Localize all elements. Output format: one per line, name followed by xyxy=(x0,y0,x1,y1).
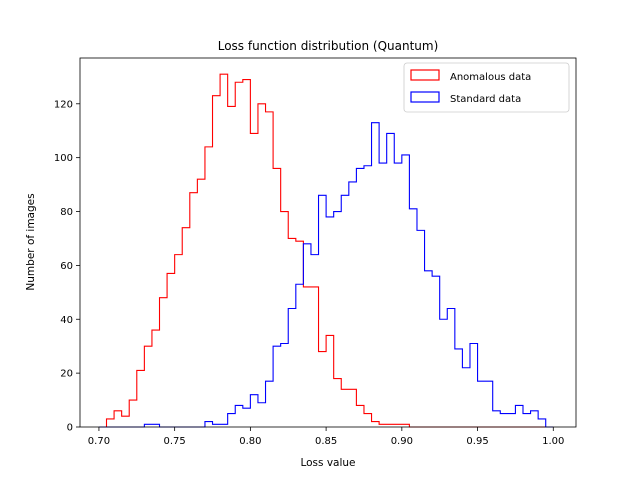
legend-swatch-standard xyxy=(410,91,440,103)
y-tick-label: 120 xyxy=(54,99,73,110)
plot-frame xyxy=(79,57,577,428)
y-tick-label: 0 xyxy=(67,423,73,434)
y-axis-label: Number of images xyxy=(25,193,37,290)
legend: Anomalous data Standard data xyxy=(403,62,570,113)
y-tick-label: 40 xyxy=(60,315,73,326)
legend-label-standard: Standard data xyxy=(450,94,521,105)
x-tick-label: 1.00 xyxy=(542,436,564,447)
x-tick-label: 0.75 xyxy=(164,436,186,447)
y-axis-ticks: 0 20 40 60 80 100 120 xyxy=(54,99,80,434)
y-tick-label: 100 xyxy=(54,153,73,164)
legend-swatch-anomalous xyxy=(410,69,440,81)
x-tick-label: 0.70 xyxy=(88,436,110,447)
series-line-standard xyxy=(98,122,554,428)
y-tick-label: 60 xyxy=(60,261,73,272)
y-tick-label: 80 xyxy=(60,207,73,218)
x-axis-ticks: 0.70 0.75 0.80 0.85 0.90 0.95 1.00 xyxy=(88,427,564,447)
x-tick-label: 0.90 xyxy=(391,436,413,447)
x-axis-label: Loss value xyxy=(300,457,355,469)
chart-title: Loss function distribution (Quantum) xyxy=(218,39,439,53)
legend-label-anomalous: Anomalous data xyxy=(450,72,531,83)
plot-area xyxy=(80,58,576,427)
x-tick-label: 0.95 xyxy=(466,436,488,447)
x-tick-label: 0.85 xyxy=(315,436,337,447)
legend-frame xyxy=(403,62,570,113)
x-tick-label: 0.80 xyxy=(239,436,261,447)
y-tick-label: 20 xyxy=(60,369,73,380)
